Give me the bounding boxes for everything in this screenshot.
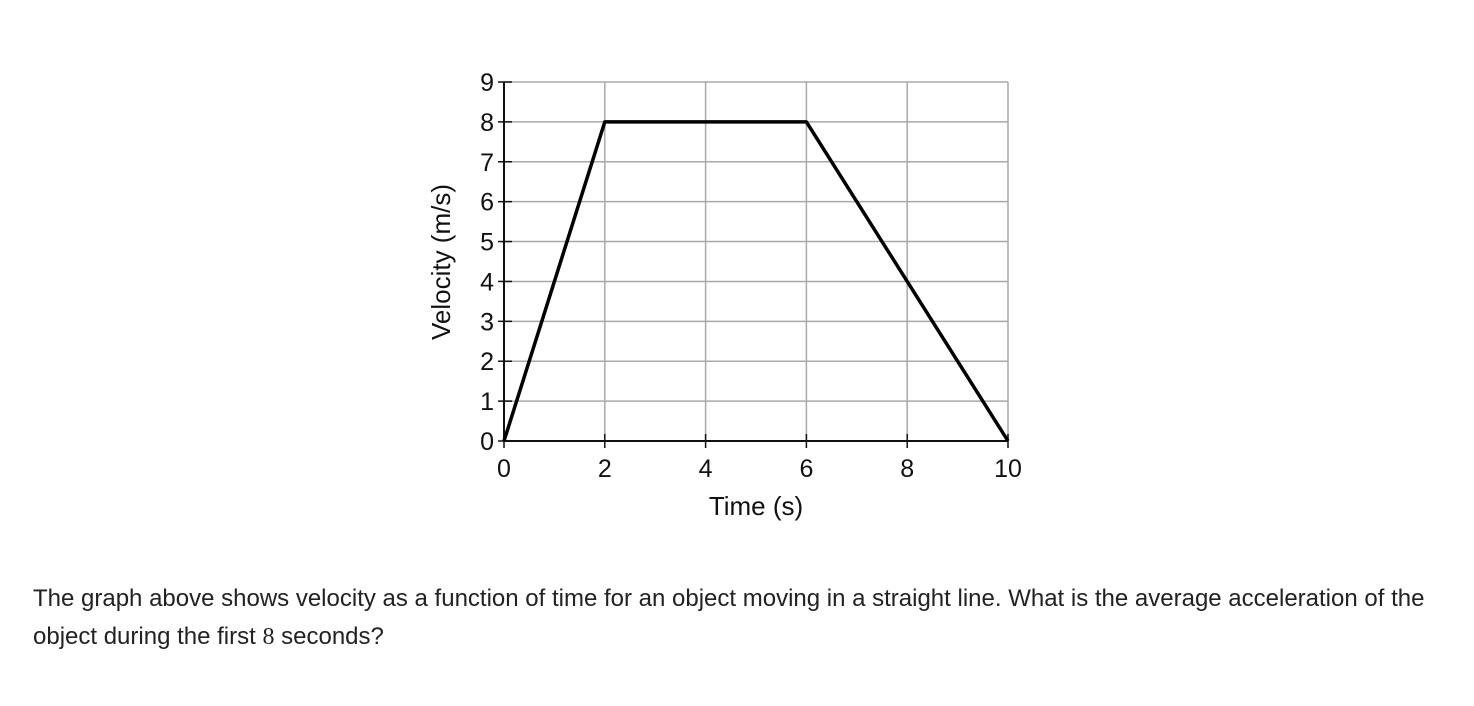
question-text-part: The graph above shows velocity as a func… <box>33 585 1425 650</box>
y-tick-label: 9 <box>480 69 494 97</box>
velocity-line <box>502 120 1010 442</box>
y-tick-label: 5 <box>480 229 494 257</box>
x-tick-label: 2 <box>598 455 612 483</box>
y-tick-label: 6 <box>480 189 494 217</box>
y-tick-label: 4 <box>480 268 494 296</box>
question-text-part: seconds? <box>274 623 384 650</box>
y-tick-label: 1 <box>480 388 494 416</box>
series <box>502 120 1010 442</box>
y-axis-label: Velocity (m/s) <box>426 184 456 340</box>
velocity-time-chart: 0 1 2 3 4 5 6 7 8 9 0 2 4 6 8 10 Time (s) Velocity (m/s… <box>426 69 1022 521</box>
y-tick-label: 3 <box>480 308 494 336</box>
x-tick-label: 6 <box>799 455 813 483</box>
grid <box>504 81 1009 441</box>
y-tick-label: 8 <box>480 109 494 137</box>
question-number: 8 <box>262 624 275 650</box>
x-tick-label: 0 <box>497 455 511 483</box>
y-tick-label: 0 <box>480 428 494 456</box>
tick-labels: 0 1 2 3 4 5 6 7 8 9 0 2 4 6 8 10 <box>480 69 1022 483</box>
axes <box>498 81 1009 448</box>
y-tick-label: 2 <box>480 348 494 376</box>
x-axis-label: Time (s) <box>709 491 803 521</box>
x-tick-label: 4 <box>699 455 713 483</box>
question-text: The graph above shows velocity as a func… <box>33 580 1453 656</box>
x-tick-label: 10 <box>994 455 1022 483</box>
y-tick-label: 7 <box>480 149 494 177</box>
x-tick-label: 8 <box>900 455 914 483</box>
